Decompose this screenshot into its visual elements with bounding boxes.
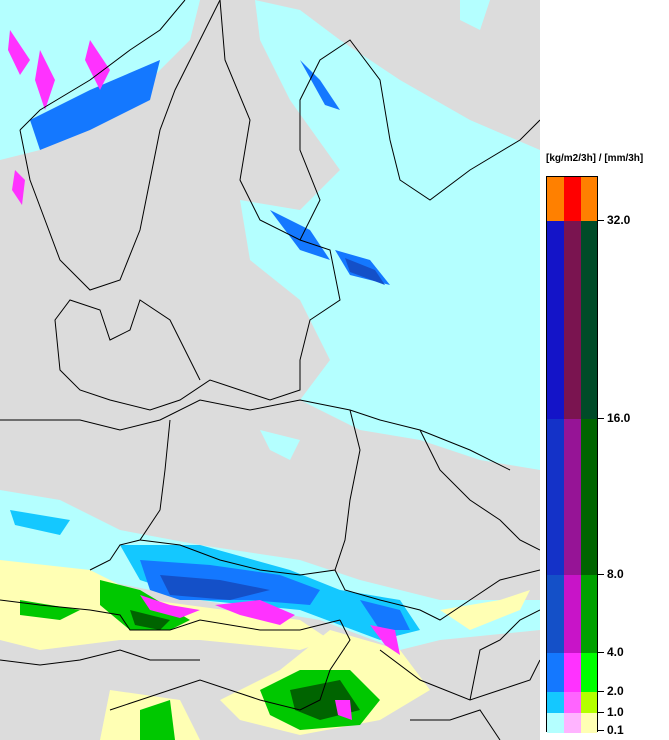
legend-swatch (564, 692, 581, 713)
legend-tick (598, 220, 604, 221)
legend-swatch (564, 713, 581, 733)
legend-swatch (547, 221, 564, 419)
legend-tick-label: 0.1 (607, 723, 624, 737)
color-scale-bar (546, 176, 598, 733)
legend-swatch (564, 419, 581, 575)
legend-swatch (581, 713, 597, 733)
legend-tick (598, 691, 604, 692)
legend-swatch (581, 419, 597, 575)
legend-swatch (581, 653, 597, 692)
legend-tick-label: 2.0 (607, 684, 624, 698)
precip-magenta (8, 30, 400, 720)
precip-dark-blue (160, 258, 385, 600)
legend-swatch (547, 653, 564, 692)
legend-swatch (581, 575, 597, 653)
map-svg (0, 0, 540, 740)
legend-swatch (564, 221, 581, 419)
legend-swatch (564, 653, 581, 692)
legend-tick (598, 730, 604, 731)
legend-tick-label: 32.0 (607, 213, 631, 227)
legend-tick (598, 652, 604, 653)
legend-swatch (564, 575, 581, 653)
legend-tick-label: 1.0 (607, 705, 624, 719)
legend-tick-label: 16.0 (607, 411, 631, 425)
legend-swatch (547, 177, 564, 221)
legend-unit-label: [kg/m2/3h] / [mm/3h] (546, 153, 644, 164)
legend-tick (598, 712, 604, 713)
legend-swatch (547, 419, 564, 575)
legend-swatch (564, 177, 581, 221)
legend-tick-label: 8.0 (607, 567, 624, 581)
legend-swatch (581, 221, 597, 419)
legend-swatch (581, 692, 597, 713)
country-borders (0, 0, 540, 740)
legend-tick-label: 4.0 (607, 645, 624, 659)
legend-swatch (581, 177, 597, 221)
legend-tick (598, 418, 604, 419)
legend: [kg/m2/3h] / [mm/3h] 32.0 16.0 8.0 4.0 2.0 1.… (540, 0, 669, 740)
legend-swatch (547, 692, 564, 713)
precipitation-map (0, 0, 540, 740)
legend-swatch (547, 575, 564, 653)
legend-tick (598, 574, 604, 575)
legend-swatch (547, 713, 564, 733)
